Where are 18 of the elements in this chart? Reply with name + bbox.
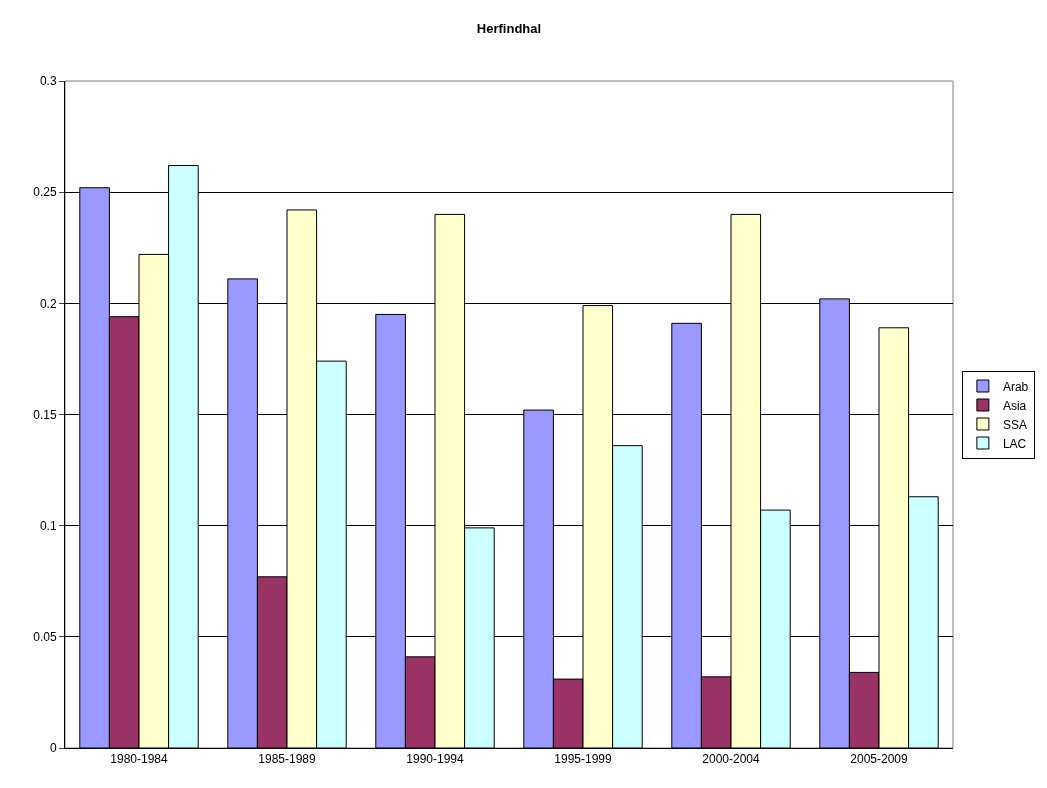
y-tick-label: 0.15 (33, 407, 57, 422)
x-tick-label: 1995-1999 (554, 752, 613, 767)
y-tick-label: 0.05 (33, 630, 57, 645)
x-tick-label: 1980-1984 (110, 752, 169, 767)
legend-label: Asia (1002, 398, 1027, 413)
y-tick-label: 0.1 (39, 518, 57, 533)
legend-label: SSA (1002, 417, 1027, 432)
x-tick-label: 1990-1994 (406, 752, 465, 767)
y-tick-label: 0 (49, 741, 57, 756)
chart-title: Herfindhal (476, 20, 542, 36)
x-tick-label: 2000-2004 (702, 752, 761, 767)
x-tick-label: 1985-1989 (258, 752, 317, 767)
y-tick-label: 0.2 (39, 296, 57, 311)
x-tick-label: 2005-2009 (850, 752, 909, 767)
legend-label: Arab (1002, 379, 1029, 394)
y-tick-label: 0.25 (33, 185, 57, 200)
legend-label: LAC (1002, 436, 1027, 451)
y-tick-label: 0.3 (39, 74, 57, 89)
